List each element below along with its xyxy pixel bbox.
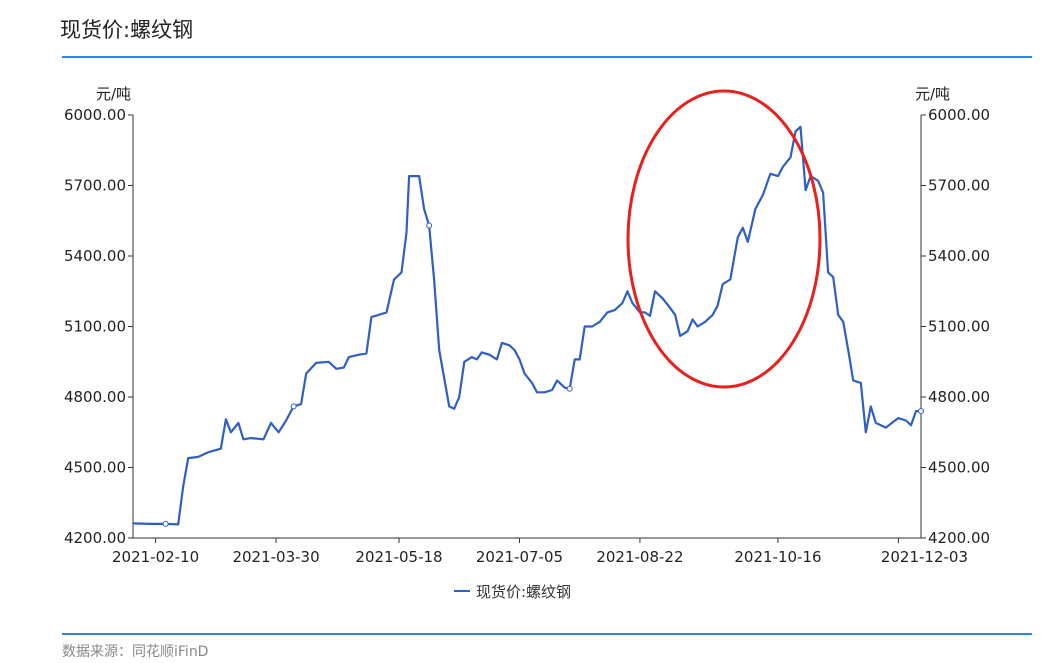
y-tick-label-left: 4800.00 <box>64 388 126 406</box>
y-tick-label-right: 4200.00 <box>928 529 990 547</box>
y-tick-label-left: 4500.00 <box>64 459 126 477</box>
y-tick-label-left: 6000.00 <box>64 106 126 124</box>
legend-label: 现货价:螺纹钢 <box>476 583 571 601</box>
y-tick-label-left: 5400.00 <box>64 247 126 265</box>
y-tick-label-right: 5100.00 <box>928 318 990 336</box>
highlight-ellipse <box>626 89 822 389</box>
y-tick-label-right: 6000.00 <box>928 106 990 124</box>
y-tick-label-right: 4800.00 <box>928 388 990 406</box>
point-marker <box>918 408 924 415</box>
y-unit-left: 元/吨 <box>96 85 131 103</box>
y-unit-right: 元/吨 <box>915 85 950 103</box>
x-tick-label: 2021-05-18 <box>355 548 442 566</box>
legend: 现货价:螺纹钢 <box>454 583 571 601</box>
x-tick-label: 2021-10-16 <box>734 548 821 566</box>
point-marker <box>566 385 573 392</box>
x-tick-label: 2021-07-05 <box>476 548 563 566</box>
x-tick-label: 2021-03-30 <box>232 548 319 566</box>
data-source: 数据来源：同花顺iFinD <box>62 644 209 660</box>
chart-title: 现货价:螺纹钢 <box>60 18 194 42</box>
bottom-divider <box>62 633 1032 635</box>
y-tick-label-left: 4200.00 <box>64 529 126 547</box>
axes <box>128 114 926 543</box>
x-tick-label: 2021-08-22 <box>596 548 683 566</box>
y-tick-label-left: 5700.00 <box>64 177 126 195</box>
y-tick-label-right: 5700.00 <box>928 177 990 195</box>
series-line <box>132 125 921 526</box>
point-marker <box>426 222 433 229</box>
x-tick-label: 2021-02-10 <box>112 548 199 566</box>
y-tick-label-right: 5400.00 <box>928 247 990 265</box>
point-marker <box>290 403 297 410</box>
top-divider <box>62 56 1032 58</box>
point-marker <box>162 520 169 527</box>
tick-labels: 4200.00 4200.00 4500.00 4500.00 4800.00 4800.… <box>64 106 990 566</box>
x-tick-label: 2021-12-03 <box>881 548 968 566</box>
y-tick-label-right: 4500.00 <box>928 459 990 477</box>
y-tick-label-left: 5100.00 <box>64 318 126 336</box>
